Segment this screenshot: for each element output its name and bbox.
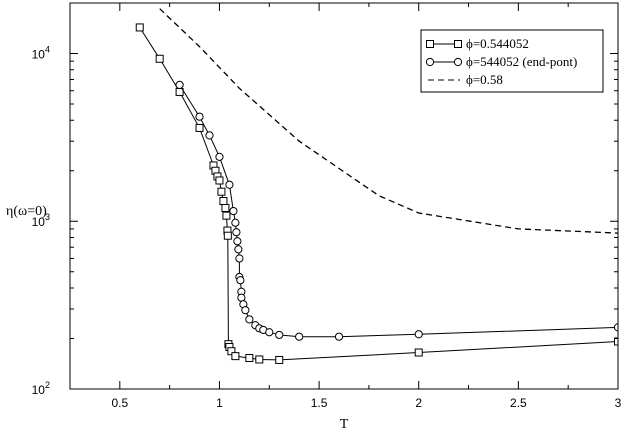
- series-1: [175, 80, 618, 341]
- data-point: [414, 330, 423, 339]
- x-tick-label: 2: [415, 396, 422, 410]
- y-axis-label: η(ω=0): [6, 204, 47, 219]
- data-point: [245, 315, 254, 324]
- x-tick-label: 1: [216, 396, 223, 410]
- data-point: [614, 337, 618, 346]
- data-point: [613, 323, 618, 332]
- data-point: [235, 254, 244, 263]
- data-point: [222, 211, 231, 220]
- data-point: [217, 187, 226, 196]
- legend-marker: [426, 40, 434, 48]
- data-point: [219, 197, 228, 206]
- series-line: [179, 84, 618, 338]
- legend-box: [420, 29, 604, 93]
- data-point: [232, 228, 241, 237]
- data-point: [175, 80, 184, 89]
- data-point: [231, 218, 240, 227]
- legend-label: ϕ=0.58: [466, 72, 503, 87]
- data-point: [195, 112, 204, 121]
- data-point: [135, 23, 144, 32]
- legend-marker: [453, 57, 463, 67]
- data-point: [245, 354, 254, 363]
- data-point: [215, 176, 224, 185]
- data-point: [205, 131, 214, 140]
- series-2: [159, 8, 618, 234]
- series-0: [135, 23, 618, 364]
- data-point: [223, 231, 232, 240]
- data-point: [155, 54, 164, 63]
- x-tick-label: 3: [615, 396, 621, 410]
- data-point: [221, 203, 230, 212]
- legend-entries: ϕ=0.544052 ϕ=544052 (end-pont) ϕ=0.58: [425, 36, 577, 87]
- y-tick-label: 104: [32, 44, 50, 61]
- legend-label: ϕ=544052 (end-pont): [466, 54, 577, 69]
- data-point: [234, 245, 243, 254]
- x-axis-label: T: [340, 417, 349, 432]
- data-point: [265, 328, 274, 337]
- data-point: [231, 352, 240, 361]
- y-tick-label: 102: [32, 380, 50, 397]
- data-point: [414, 348, 423, 357]
- x-tick-label: 0.5: [111, 396, 128, 410]
- data-point: [255, 355, 264, 364]
- legend-label: ϕ=0.544052: [466, 36, 529, 51]
- legend-marker: [425, 57, 435, 67]
- data-point: [233, 237, 242, 246]
- series-line: [159, 8, 618, 234]
- data-point: [195, 123, 204, 132]
- x-tick-label: 1.5: [311, 396, 328, 410]
- data-point: [241, 306, 250, 315]
- series-layer: [135, 8, 618, 364]
- legend-marker: [454, 40, 462, 48]
- data-point: [334, 332, 344, 341]
- data-point: [225, 180, 234, 189]
- plot-frame: [69, 2, 619, 390]
- data-point: [275, 355, 284, 364]
- data-point: [215, 152, 224, 161]
- data-point: [295, 332, 304, 341]
- data-point: [275, 330, 284, 340]
- data-point: [236, 276, 245, 285]
- data-point: [229, 206, 238, 216]
- legend: ϕ=0.544052 ϕ=544052 (end-pont) ϕ=0.58: [420, 29, 604, 93]
- x-tick-label: 2.5: [510, 396, 527, 410]
